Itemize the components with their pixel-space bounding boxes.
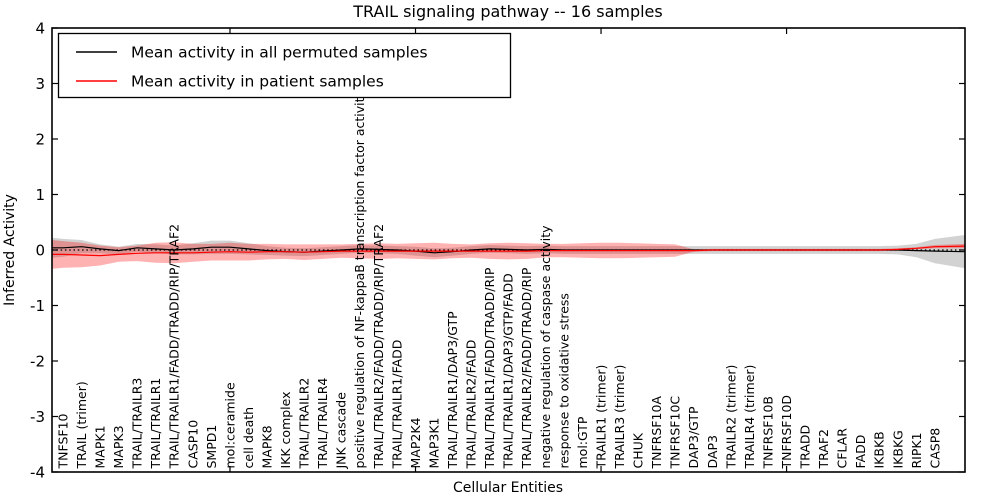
x-category-label: TRAIL/TRAILR1 <box>148 378 163 470</box>
x-category-label: TRAIL/TRAILR1/FADD/TRADD/RIP/TRAF2 <box>167 224 182 470</box>
x-category-label: TNFRSF10C <box>668 396 683 470</box>
y-tick-label: 0 <box>35 241 45 259</box>
x-category-label: MAP2K4 <box>408 417 423 468</box>
legend-box <box>57 32 512 99</box>
x-category-label: MAPK8 <box>259 425 274 468</box>
patient-mean-line <box>52 245 966 257</box>
y-tick-label: -2 <box>30 352 45 370</box>
x-category-label: TRAIL/TRAILR2/FADD/TRADD/RIP/TRAF2 <box>371 224 386 470</box>
series-lines <box>52 245 966 257</box>
x-category-label: TNFRSF10D <box>779 395 794 470</box>
x-category-label: TRAILR4 (trimer) <box>742 365 757 470</box>
chart-title: TRAIL signaling pathway -- 16 samples <box>352 2 662 21</box>
x-category-label: IKK complex <box>278 391 293 468</box>
axes-frame-and-ticks: 4 3 2 1 0 -1 -2 -3 -4 <box>30 19 966 481</box>
x-category-label: response to oxidative stress <box>556 293 571 468</box>
y-tick-label: 4 <box>35 19 45 37</box>
x-category-label: TRAIL (trimer) <box>74 381 89 469</box>
x-category-label: TRAILR3 (trimer) <box>612 365 627 470</box>
y-tick-label: 1 <box>35 186 45 204</box>
y-axis-label: Inferred Activity <box>2 194 18 306</box>
x-category-label: CFLAR <box>835 428 850 469</box>
x-category-label: MAP3K1 <box>426 418 441 469</box>
y-tick-label: -3 <box>30 408 45 426</box>
x-category-label: positive regulation of NF-kappaB transcr… <box>352 89 367 468</box>
x-category-label: CHUK <box>630 432 645 468</box>
x-category-label: IKBKB <box>872 431 887 468</box>
y-tick-label: -4 <box>30 463 45 481</box>
legend-label-permuted: Mean activity in all permuted samples <box>131 43 428 61</box>
x-category-label: TNFRSF10B <box>760 396 775 469</box>
x-category-label: CASP8 <box>927 428 942 469</box>
y-tick-label: 3 <box>35 75 45 93</box>
x-category-label: FADD <box>853 435 868 469</box>
x-category-label: TRAIL/TRAILR2/FADD/TRADD/RIP <box>519 267 534 469</box>
x-category-label: TRAF2 <box>816 429 831 470</box>
x-category-label: negative regulation of caspase activity <box>538 225 553 469</box>
x-category-label: TRAIL/TRAILR2/FADD <box>464 340 479 470</box>
confidence-bands <box>52 235 965 269</box>
legend: Mean activity in all permuted samples Me… <box>57 32 512 99</box>
x-category-label: TRAIL/TRAILR2 <box>297 378 312 470</box>
x-category-label: TNFSF10 <box>55 413 70 469</box>
x-category-label: TRAIL/TRAILR3 <box>130 378 145 470</box>
patient-band <box>52 240 965 269</box>
x-category-label: IKBKG <box>890 430 905 468</box>
y-tick-label: -1 <box>30 297 45 315</box>
x-category-label: RIPK1 <box>909 432 924 468</box>
x-category-label: cell death <box>241 407 256 469</box>
x-category-labels: TNFSF10 TRAIL (trimer) MAPK1 MAPK3 TRAIL/TRA… <box>55 89 942 469</box>
x-category-label: CASP10 <box>185 420 200 469</box>
x-category-label: TRAIL/TRAILR1/DAP3/GTP <box>445 311 460 470</box>
x-category-label: MAPK3 <box>111 425 126 468</box>
x-category-label: JNK cascade <box>334 392 349 470</box>
x-category-label: TRAIL/TRAILR4 <box>315 378 330 470</box>
x-category-label: DAP3 <box>705 435 720 468</box>
x-category-label: TRADD <box>797 425 812 470</box>
x-category-label: MAPK1 <box>92 425 107 468</box>
y-tick-label: 2 <box>35 130 45 148</box>
x-axis-label: Cellular Entities <box>453 480 563 496</box>
x-category-label: TRAILR2 (trimer) <box>723 365 738 470</box>
x-category-label: DAP3/GTP <box>686 406 701 469</box>
x-category-label: TRAIL/TRAILR1/DAP3/GTP/FADD <box>501 273 516 469</box>
x-category-label: TRAIL/TRAILR1/FADD/TRADD/RIP <box>482 267 497 469</box>
x-category-label: mol:ceramide <box>222 382 237 468</box>
x-category-label: TRAILR1 (trimer) <box>593 365 608 470</box>
x-category-label: TRAIL/TRAILR1/FADD <box>389 340 404 470</box>
x-category-label: mol:GTP <box>575 416 590 468</box>
x-category-label: SMPD1 <box>204 425 219 469</box>
x-category-label: TNFRSF10A <box>649 396 664 470</box>
legend-label-patient: Mean activity in patient samples <box>131 72 384 90</box>
